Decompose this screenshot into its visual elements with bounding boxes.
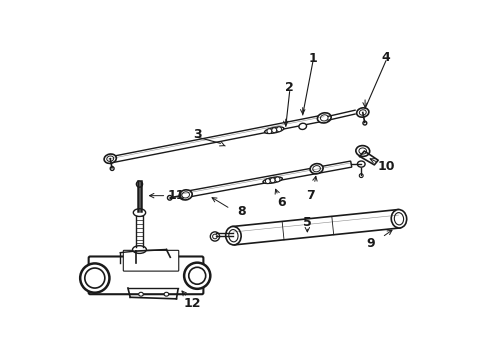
Ellipse shape bbox=[265, 127, 284, 134]
Ellipse shape bbox=[85, 268, 105, 288]
Ellipse shape bbox=[359, 110, 366, 115]
Ellipse shape bbox=[104, 154, 116, 163]
Text: 9: 9 bbox=[366, 237, 375, 250]
Ellipse shape bbox=[229, 230, 238, 242]
Ellipse shape bbox=[210, 232, 220, 241]
Polygon shape bbox=[108, 115, 325, 163]
Ellipse shape bbox=[139, 292, 143, 296]
Text: 10: 10 bbox=[377, 160, 394, 173]
Ellipse shape bbox=[394, 213, 404, 225]
Ellipse shape bbox=[310, 164, 323, 174]
Ellipse shape bbox=[363, 121, 367, 125]
Ellipse shape bbox=[299, 123, 307, 130]
Ellipse shape bbox=[267, 129, 272, 134]
Ellipse shape bbox=[357, 161, 365, 167]
Ellipse shape bbox=[226, 226, 241, 245]
Ellipse shape bbox=[356, 145, 369, 156]
Text: 6: 6 bbox=[278, 196, 286, 209]
Ellipse shape bbox=[359, 148, 367, 154]
Text: 8: 8 bbox=[237, 204, 245, 217]
Ellipse shape bbox=[359, 174, 363, 177]
Ellipse shape bbox=[266, 179, 270, 184]
FancyBboxPatch shape bbox=[89, 256, 203, 294]
Ellipse shape bbox=[107, 156, 114, 161]
Ellipse shape bbox=[357, 108, 369, 117]
Ellipse shape bbox=[320, 115, 328, 121]
Text: 11: 11 bbox=[168, 189, 185, 202]
Ellipse shape bbox=[168, 195, 172, 200]
Ellipse shape bbox=[110, 167, 114, 170]
Text: 5: 5 bbox=[303, 216, 312, 229]
Ellipse shape bbox=[189, 267, 206, 284]
FancyBboxPatch shape bbox=[123, 250, 179, 271]
Text: 1: 1 bbox=[308, 52, 317, 65]
Text: 12: 12 bbox=[183, 297, 200, 310]
Ellipse shape bbox=[179, 190, 192, 200]
Ellipse shape bbox=[80, 264, 109, 293]
Polygon shape bbox=[183, 161, 352, 198]
Ellipse shape bbox=[184, 263, 210, 289]
Ellipse shape bbox=[313, 166, 320, 172]
Text: 4: 4 bbox=[382, 50, 390, 64]
Text: 3: 3 bbox=[193, 127, 201, 140]
Ellipse shape bbox=[132, 246, 147, 253]
Ellipse shape bbox=[263, 177, 282, 184]
Ellipse shape bbox=[275, 177, 280, 182]
Ellipse shape bbox=[318, 113, 331, 123]
Ellipse shape bbox=[391, 210, 407, 228]
Text: 2: 2 bbox=[285, 81, 294, 94]
Ellipse shape bbox=[136, 181, 143, 187]
Ellipse shape bbox=[133, 209, 146, 216]
Ellipse shape bbox=[272, 128, 277, 132]
Ellipse shape bbox=[182, 192, 190, 198]
Polygon shape bbox=[232, 210, 400, 245]
Text: 7: 7 bbox=[306, 189, 315, 202]
Ellipse shape bbox=[164, 292, 169, 296]
Ellipse shape bbox=[277, 127, 281, 132]
Ellipse shape bbox=[270, 178, 275, 183]
Ellipse shape bbox=[213, 234, 217, 239]
